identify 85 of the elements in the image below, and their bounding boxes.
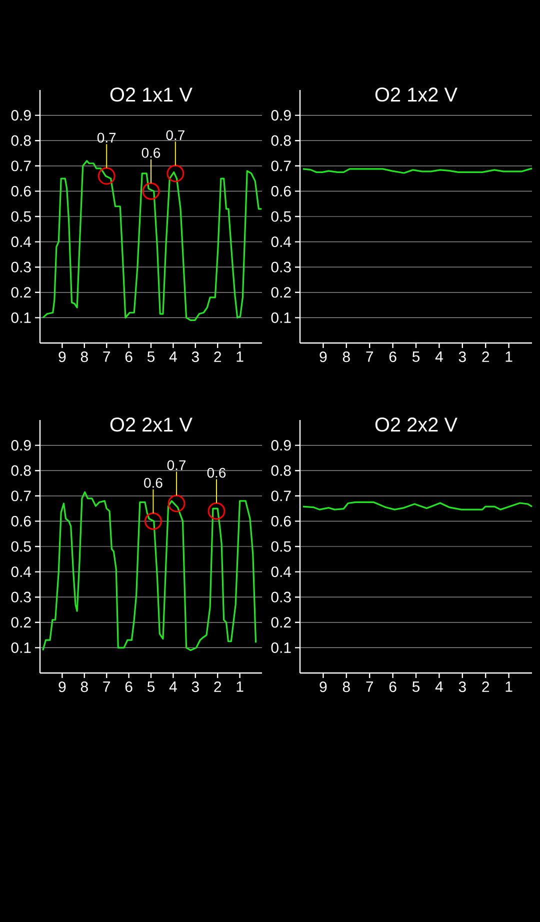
x-tick-label: 9 bbox=[58, 351, 66, 362]
x-tick-label: 3 bbox=[192, 351, 199, 362]
x-tick-label: 8 bbox=[342, 681, 350, 692]
x-tick-label: 3 bbox=[458, 681, 466, 692]
line-series bbox=[42, 491, 257, 652]
y-tick-label: 0.2 bbox=[271, 287, 291, 298]
x-tick-label: 5 bbox=[147, 351, 155, 362]
x-tick-label: 7 bbox=[366, 682, 374, 692]
y-tick-label: 0.9 bbox=[11, 110, 31, 121]
chart-title: O2 1x2 V bbox=[375, 88, 458, 102]
y-tick-label: 0.5 bbox=[271, 541, 291, 552]
x-tick-label: 7 bbox=[366, 351, 374, 362]
x-tick-label: 5 bbox=[412, 351, 420, 362]
chart-title: O2 2x2 V bbox=[375, 418, 458, 432]
y-tick-label: 0.5 bbox=[271, 211, 291, 222]
annotation: 0.7 bbox=[97, 132, 116, 143]
x-tick-label: 1 bbox=[506, 351, 512, 362]
x-tick-label: 6 bbox=[125, 681, 132, 692]
x-tick-label: 3 bbox=[192, 681, 199, 692]
line-series bbox=[42, 160, 262, 322]
chart-title: O2 2x1 V bbox=[110, 418, 192, 432]
y-tick-label: 0.6 bbox=[11, 186, 31, 196]
x-tick-label: 6 bbox=[389, 681, 396, 692]
y-tick-label: 0.2 bbox=[271, 617, 291, 628]
y-tick-label: 0.2 bbox=[11, 617, 31, 628]
y-tick-label: 0.3 bbox=[11, 592, 31, 602]
y-tick-label: 0.1 bbox=[11, 312, 31, 323]
x-tick-label: 1 bbox=[236, 682, 244, 692]
x-tick-label: 8 bbox=[342, 351, 350, 362]
x-tick-label: 9 bbox=[58, 681, 66, 692]
y-tick-label: 0.8 bbox=[271, 135, 291, 146]
y-tick-label: 0.3 bbox=[11, 262, 31, 272]
x-tick-label: 5 bbox=[412, 682, 420, 692]
x-tick-label: 4 bbox=[169, 351, 177, 362]
x-tick-label: 9 bbox=[320, 681, 327, 692]
y-tick-label: 0.4 bbox=[11, 236, 32, 248]
x-tick-label: 4 bbox=[169, 682, 177, 692]
y-tick-label: 0.1 bbox=[11, 642, 31, 653]
line-series bbox=[302, 501, 533, 510]
y-tick-label: 0.2 bbox=[11, 287, 31, 298]
x-tick-label: 2 bbox=[482, 351, 490, 362]
y-tick-label: 0.7 bbox=[271, 490, 291, 502]
y-tick-label: 0.5 bbox=[11, 211, 31, 222]
x-tick-label: 2 bbox=[482, 681, 490, 692]
x-tick-label: 2 bbox=[214, 681, 222, 692]
x-tick-label: 7 bbox=[103, 682, 110, 692]
y-tick-label: 0.4 bbox=[271, 236, 292, 248]
x-tick-label: 7 bbox=[103, 351, 110, 362]
y-tick-label: 0.4 bbox=[271, 566, 292, 578]
y-tick-label: 0.8 bbox=[271, 465, 291, 476]
y-tick-label: 0.7 bbox=[11, 490, 31, 502]
x-tick-label: 8 bbox=[80, 681, 88, 692]
annotation: 0.6 bbox=[144, 478, 162, 488]
chart-title: O2 1x1 V bbox=[110, 88, 192, 102]
y-tick-label: 0.3 bbox=[271, 262, 291, 272]
x-tick-label: 9 bbox=[320, 351, 327, 362]
y-tick-label: 0.3 bbox=[271, 592, 291, 602]
x-tick-label: 4 bbox=[435, 682, 443, 692]
x-tick-label: 1 bbox=[506, 682, 512, 692]
x-tick-label: 3 bbox=[458, 351, 466, 362]
y-tick-label: 0.5 bbox=[11, 541, 31, 552]
x-tick-label: 6 bbox=[125, 351, 132, 362]
y-tick-label: 0.1 bbox=[271, 312, 291, 323]
x-tick-label: 6 bbox=[389, 351, 396, 362]
y-tick-label: 0.9 bbox=[271, 110, 291, 121]
x-tick-label: 4 bbox=[435, 351, 443, 362]
annotation: 0.6 bbox=[207, 468, 226, 478]
y-tick-label: 0.6 bbox=[11, 516, 31, 526]
annotation: 0.7 bbox=[167, 460, 186, 470]
x-tick-label: 5 bbox=[147, 682, 155, 692]
y-tick-label: 0.6 bbox=[271, 516, 291, 526]
y-tick-label: 0.7 bbox=[11, 160, 31, 172]
annotation: 0.7 bbox=[166, 130, 184, 140]
y-tick-label: 0.4 bbox=[11, 566, 32, 578]
y-tick-label: 0.8 bbox=[11, 135, 31, 146]
x-tick-label: 2 bbox=[214, 351, 222, 362]
y-tick-label: 0.8 bbox=[11, 465, 31, 476]
x-tick-label: 1 bbox=[236, 351, 244, 362]
y-tick-label: 0.6 bbox=[271, 186, 291, 196]
y-tick-label: 0.9 bbox=[11, 440, 31, 451]
y-tick-label: 0.1 bbox=[271, 642, 291, 653]
y-tick-label: 0.7 bbox=[271, 160, 291, 172]
annotation: 0.6 bbox=[142, 148, 160, 158]
x-tick-label: 8 bbox=[80, 351, 88, 362]
y-tick-label: 0.9 bbox=[271, 440, 291, 451]
